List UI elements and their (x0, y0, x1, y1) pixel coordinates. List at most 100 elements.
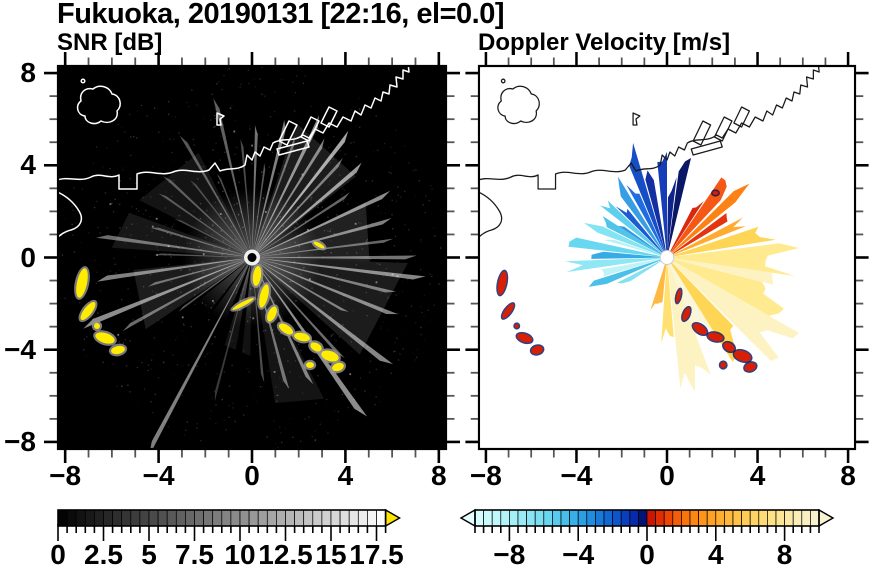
snr-panel-title: SNR [dB] (57, 29, 163, 56)
coastline (692, 120, 712, 146)
snr-x-axis-tick-labels: −8 −4 0 4 8 (49, 460, 447, 495)
islet (80, 78, 86, 84)
doppler-x-axis-tick-labels: −8 −4 0 4 8 (470, 460, 856, 495)
x-tick-label: 0 (659, 460, 675, 491)
axis-ticks (465, 52, 869, 463)
coastline (320, 106, 338, 128)
x-tick-label: −4 (560, 460, 593, 491)
clutter-blob (303, 359, 317, 371)
radar-site-dot (247, 253, 257, 262)
x-tick-label: −8 (49, 460, 82, 491)
clutter-blob (311, 239, 327, 251)
clutter-blob (732, 348, 753, 364)
clutter-blob (91, 320, 103, 332)
clutter-blob (329, 360, 347, 374)
y-tick-label: −8 (4, 425, 36, 457)
radar-site-dot (659, 250, 675, 265)
clutter-blob (74, 266, 90, 300)
colorbar-tick-label: 12.5 (258, 539, 313, 570)
colorbar-tick-label: 2.5 (84, 539, 123, 570)
coastline (76, 85, 121, 125)
snr-panel (44, 52, 460, 463)
snr-plot-area (57, 65, 447, 450)
clutter-blob (515, 331, 534, 345)
snr-colorbar (57, 508, 402, 541)
coastline (478, 191, 503, 240)
figure-title: Fukuoka, 20190131 [22:16, el=0.0] (57, 0, 504, 30)
clutter-blob (513, 322, 521, 330)
overflow-arrow (384, 508, 402, 528)
coastline (713, 116, 733, 142)
clutter-blob (108, 343, 128, 357)
colorbar-tick-label: 0 (50, 539, 66, 570)
x-tick-label: 8 (431, 460, 447, 491)
colorbar-segments (57, 509, 386, 527)
clutter-blob (681, 305, 692, 323)
y-tick-label: −4 (4, 333, 36, 365)
colorbar-tick-label: 7.5 (175, 539, 214, 570)
doppler-panel-title: Doppler Velocity [m/s] (478, 29, 731, 56)
coastline (276, 140, 310, 156)
y-tick-label: 8 (20, 57, 36, 89)
coastline (733, 106, 751, 128)
colorbar-tick-label: 5 (141, 539, 157, 570)
doppler-plot-area (478, 65, 856, 450)
clutter-blob (308, 340, 324, 354)
colorbar-tick-label: 10 (224, 539, 256, 570)
coastline (57, 191, 83, 240)
clutter-blob (496, 269, 509, 297)
x-tick-label: 8 (840, 460, 856, 491)
colorbar-tick-label: −8 (493, 539, 526, 570)
clutter-blob (674, 287, 683, 305)
coastline (478, 65, 820, 190)
colorbar-tick-label: 15 (315, 539, 347, 570)
clutter-blob (250, 263, 264, 289)
coastline (278, 120, 298, 146)
colorbar-tick-label: 0 (639, 539, 655, 570)
coastline (497, 85, 540, 125)
snr-colorbar-tick-labels: 0 2.5 5 7.5 10 12.5 15 17.5 (0, 540, 870, 570)
x-tick-label: 0 (244, 460, 260, 491)
y-axis-tick-labels: 8 4 0 −4 −8 (0, 57, 40, 457)
coastline (216, 112, 225, 126)
clutter-blob (230, 296, 256, 312)
x-tick-label: 4 (337, 460, 354, 491)
clutter-blob (722, 340, 737, 354)
x-tick-label: −8 (469, 460, 502, 491)
colorbar-tick-label: 8 (776, 539, 793, 570)
x-tick-label: 4 (749, 460, 766, 491)
doppler-colorbar-tick-labels: −8 −4 0 4 8 (0, 540, 870, 570)
y-tick-label: 0 (20, 241, 36, 273)
colorbar-segments (474, 509, 820, 527)
overflow-arrow (818, 508, 835, 528)
colorbar-tick-label: 4 (708, 539, 724, 570)
underflow-arrow (459, 508, 476, 528)
clutter-blob (276, 321, 296, 337)
coastline (632, 112, 641, 126)
clutter-blob (257, 282, 271, 310)
clutter-blob (706, 331, 725, 343)
clutter-blob (319, 348, 341, 364)
x-tick-label: −4 (142, 460, 175, 491)
islet (500, 78, 506, 84)
clutter-blob (711, 189, 720, 197)
panel-frame (477, 64, 857, 451)
doppler-panel (465, 52, 869, 463)
doppler-colorbar (459, 508, 835, 541)
clutter-blob (743, 361, 758, 373)
axis-ticks (44, 52, 460, 463)
clutter-blob (264, 304, 280, 324)
clutter-blob (718, 360, 728, 370)
coastline (57, 65, 410, 190)
y-tick-label: 4 (20, 149, 36, 181)
colorbar-tick-label: −4 (562, 539, 595, 570)
clutter-blob (78, 299, 98, 323)
coastline (300, 116, 320, 142)
clutter-blob (529, 344, 545, 356)
coastline (690, 140, 723, 156)
clutter-blob (500, 302, 516, 320)
colorbar-tick-label: 17.5 (349, 539, 404, 570)
panel-frame (56, 64, 448, 451)
clutter-blob (93, 330, 117, 346)
